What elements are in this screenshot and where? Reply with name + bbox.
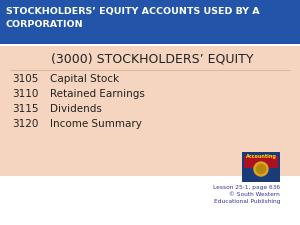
Text: Lesson 25-1, page 636: Lesson 25-1, page 636 <box>213 185 280 190</box>
Text: CORPORATION: CORPORATION <box>6 20 84 29</box>
Circle shape <box>254 162 268 176</box>
Bar <box>242 152 280 182</box>
Text: 3120: 3120 <box>12 119 38 129</box>
Bar <box>244 156 278 168</box>
Text: Retained Earnings: Retained Earnings <box>50 89 145 99</box>
Text: Accounting: Accounting <box>246 154 276 159</box>
Text: Income Summary: Income Summary <box>50 119 142 129</box>
Text: 3105: 3105 <box>12 74 38 84</box>
Text: 3110: 3110 <box>12 89 38 99</box>
Text: 3115: 3115 <box>12 104 38 114</box>
Text: STOCKHOLDERS’ EQUITY ACCOUNTS USED BY A: STOCKHOLDERS’ EQUITY ACCOUNTS USED BY A <box>6 7 260 16</box>
Text: © South Western: © South Western <box>229 192 280 197</box>
Text: Capital Stock: Capital Stock <box>50 74 119 84</box>
Text: Educational Publishing: Educational Publishing <box>214 199 280 204</box>
Bar <box>0 0 300 44</box>
Circle shape <box>256 164 266 173</box>
Text: Dividends: Dividends <box>50 104 102 114</box>
Text: (3000) STOCKHOLDERS’ EQUITY: (3000) STOCKHOLDERS’ EQUITY <box>51 52 253 65</box>
Bar <box>0 46 300 176</box>
